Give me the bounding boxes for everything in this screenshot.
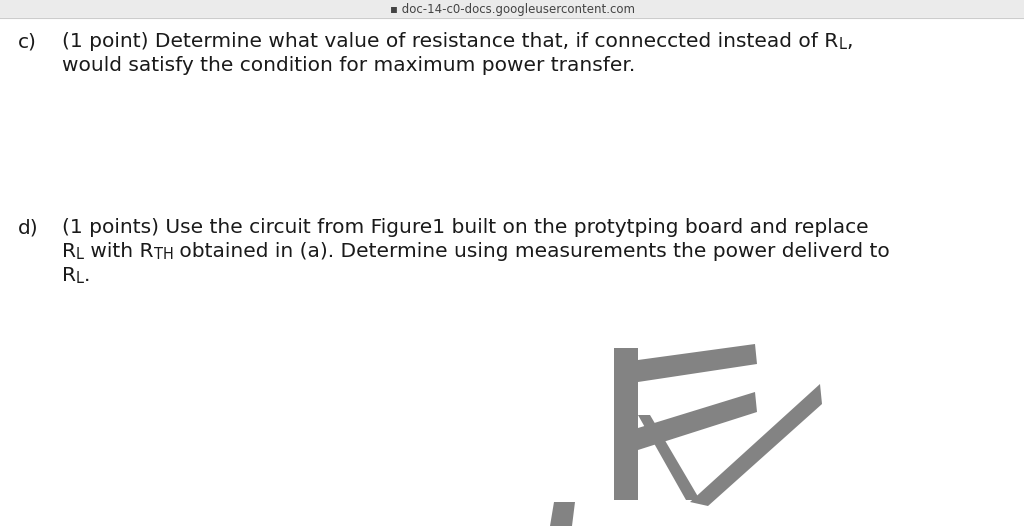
Text: L: L [839,37,846,52]
Text: L: L [76,247,84,262]
Text: .: . [84,266,90,285]
Text: d): d) [18,218,39,237]
Text: (1 point) Determine what value of resistance that, if conneccted instead of R: (1 point) Determine what value of resist… [62,32,839,51]
Polygon shape [638,344,757,382]
Text: with R: with R [84,242,154,261]
Text: (1 points) Use the circuit from Figure1 built on the protytping board and replac: (1 points) Use the circuit from Figure1 … [62,218,868,237]
Text: c): c) [18,32,37,51]
Polygon shape [690,384,822,506]
Text: R: R [62,242,76,261]
Text: ▪ doc-14-c0-docs.googleusercontent.com: ▪ doc-14-c0-docs.googleusercontent.com [389,3,635,15]
Text: would satisfy the condition for maximum power transfer.: would satisfy the condition for maximum … [62,56,635,75]
Text: obtained in (a). Determine using measurements the power deliverd to: obtained in (a). Determine using measure… [173,242,890,261]
Polygon shape [550,502,575,526]
Polygon shape [638,392,757,450]
Text: L: L [76,271,84,286]
Polygon shape [614,348,638,500]
Text: R: R [62,266,76,285]
Text: TH: TH [154,247,173,262]
Bar [0,0,1024,18]
Text: ,: , [846,32,853,51]
Polygon shape [638,415,700,500]
